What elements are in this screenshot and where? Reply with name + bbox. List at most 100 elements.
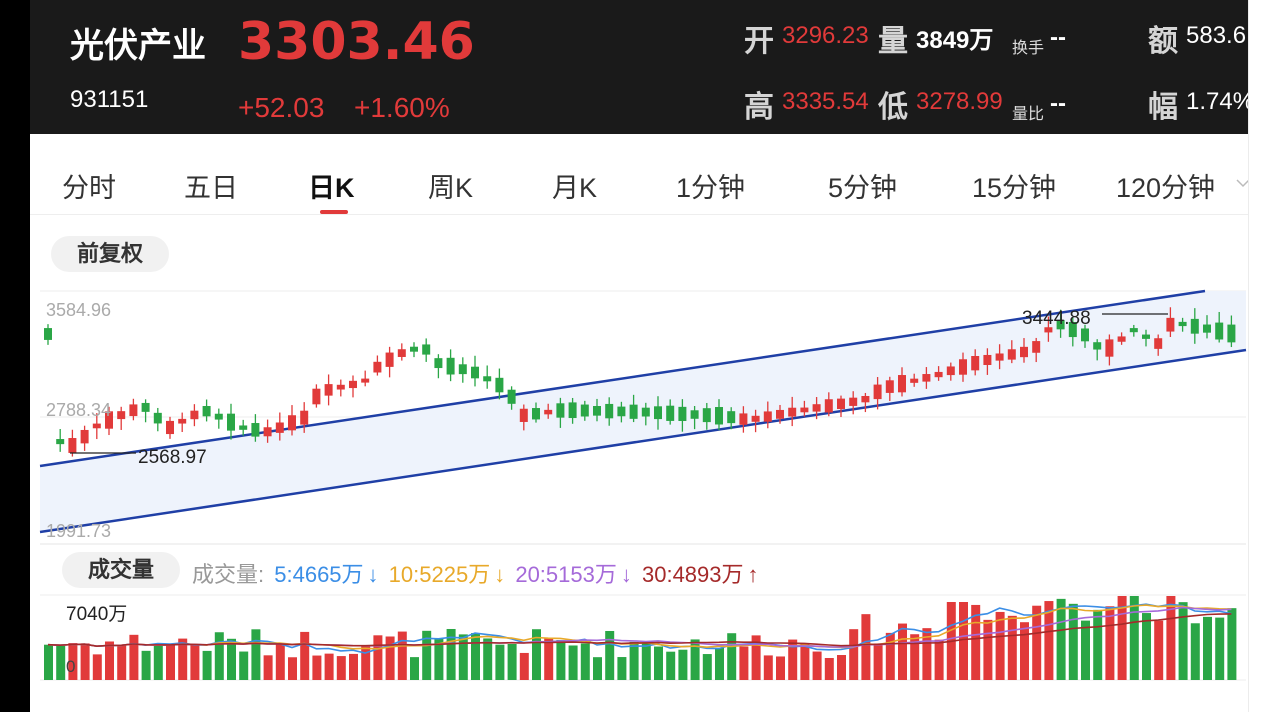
candle-body <box>1166 317 1175 332</box>
candle-body <box>263 427 272 437</box>
volume-bar <box>80 643 90 680</box>
volume-bar <box>1129 596 1139 680</box>
volume-bar <box>751 635 761 680</box>
candle-body <box>1178 321 1187 327</box>
candle-body <box>422 344 431 355</box>
volume-bar <box>1020 622 1029 680</box>
volume-bar <box>434 638 444 680</box>
candle-body <box>1142 334 1150 339</box>
candle-body <box>56 439 65 445</box>
volume-bar <box>580 643 590 680</box>
volume-bar <box>410 657 419 680</box>
candle-body <box>702 408 711 423</box>
candle-body <box>1056 319 1065 330</box>
candle-body <box>1032 341 1041 353</box>
candle-body <box>885 380 894 393</box>
candle-body <box>202 406 211 417</box>
candle-body <box>519 408 528 422</box>
volume-bar <box>507 643 517 680</box>
volume-bar <box>336 656 346 680</box>
volume-bar <box>1117 596 1127 680</box>
candle-body <box>727 411 736 424</box>
volume-ma10: 10:5225万 <box>388 562 491 587</box>
candle-body <box>910 378 919 383</box>
volume-bar <box>629 641 639 680</box>
current-price: 3303.46 <box>238 12 475 72</box>
volume-bar <box>739 646 749 680</box>
volume-value: 3849万 <box>916 27 994 54</box>
volume-bar <box>824 657 834 680</box>
chevron-down-icon[interactable] <box>1236 178 1250 188</box>
tab-5min[interactable]: 5分钟 <box>828 173 898 203</box>
volume-bar <box>422 630 432 680</box>
volume-legend-label: 成交量: <box>192 562 265 587</box>
volume-bar <box>837 655 846 680</box>
arrow-down-icon: ↓ <box>494 562 506 587</box>
candle-body <box>153 412 162 424</box>
candle-body <box>373 361 382 373</box>
low-value: 3278.99 <box>916 88 1003 115</box>
tab-five-day[interactable]: 五日 <box>184 173 238 203</box>
candle-body <box>849 397 858 406</box>
candle-body <box>166 420 174 435</box>
volume-bar <box>349 653 358 680</box>
y-tick-mid: 2788.34 <box>46 400 111 420</box>
candle-body <box>580 404 589 417</box>
high-marker: 3444.88 <box>1022 308 1091 329</box>
period-tabs: 分时 五日 日K 周K 月K 1分钟 5分钟 15分钟 120分钟 <box>30 148 1250 215</box>
volume-bar <box>1068 603 1078 680</box>
candle-body <box>715 407 723 425</box>
tab-intraday[interactable]: 分时 <box>62 173 116 203</box>
candle-body <box>532 408 540 420</box>
y-tick-bottom: 1991.73 <box>46 521 111 541</box>
candle-body <box>824 399 833 413</box>
tab-monthly-k[interactable]: 月K <box>552 173 598 203</box>
volume-bar <box>715 647 724 680</box>
candle-body <box>300 410 309 425</box>
low-marker: 2568.97 <box>138 447 207 468</box>
candle-body <box>1007 349 1016 360</box>
candle-body <box>92 423 101 429</box>
volume-bar <box>873 643 883 680</box>
tab-weekly-k[interactable]: 周K <box>428 173 474 203</box>
volume-indicator-button[interactable]: 成交量 <box>62 552 180 588</box>
volume-ma5-line <box>47 603 1232 654</box>
candle-body <box>812 404 821 412</box>
volume-bar <box>983 619 993 680</box>
volume-bar <box>995 611 1005 680</box>
price-adjust-button[interactable]: 前复权 <box>51 236 169 272</box>
volume-bar <box>251 629 261 680</box>
volume-bar <box>324 653 334 680</box>
volume-bar <box>666 651 676 680</box>
open-value: 3296.23 <box>782 22 869 49</box>
tab-120min[interactable]: 120分钟 <box>1116 173 1216 203</box>
volume-bar <box>166 644 175 680</box>
right-side-panel <box>1248 0 1280 712</box>
volume-bar <box>214 632 224 680</box>
volume-bar <box>690 639 700 680</box>
tab-1min[interactable]: 1分钟 <box>676 173 746 203</box>
tab-daily-k[interactable]: 日K <box>308 173 355 203</box>
tab-15min[interactable]: 15分钟 <box>972 173 1057 203</box>
candle-body <box>995 353 1004 361</box>
volume-bar <box>519 652 529 680</box>
volume-bar <box>44 644 53 680</box>
amplitude-label: 幅 <box>1148 91 1178 124</box>
volume-bar <box>92 654 102 680</box>
volume-bar <box>141 650 151 680</box>
candle-body <box>239 425 248 430</box>
candle-body <box>946 366 955 376</box>
volume-bar <box>300 631 310 680</box>
volume-bar <box>763 655 773 680</box>
candle-body <box>1203 324 1211 333</box>
volume-bar <box>641 643 651 680</box>
candle-body <box>1117 336 1126 342</box>
candle-body <box>556 403 565 418</box>
price-change-pct: +1.60% <box>354 92 450 123</box>
volume-zero-label: 0 <box>66 657 75 676</box>
candle-body <box>568 402 577 419</box>
candle-body <box>349 380 357 389</box>
candle-body <box>959 359 967 375</box>
volume-bar <box>1081 620 1090 680</box>
arrow-down-icon: ↓ <box>620 562 632 587</box>
